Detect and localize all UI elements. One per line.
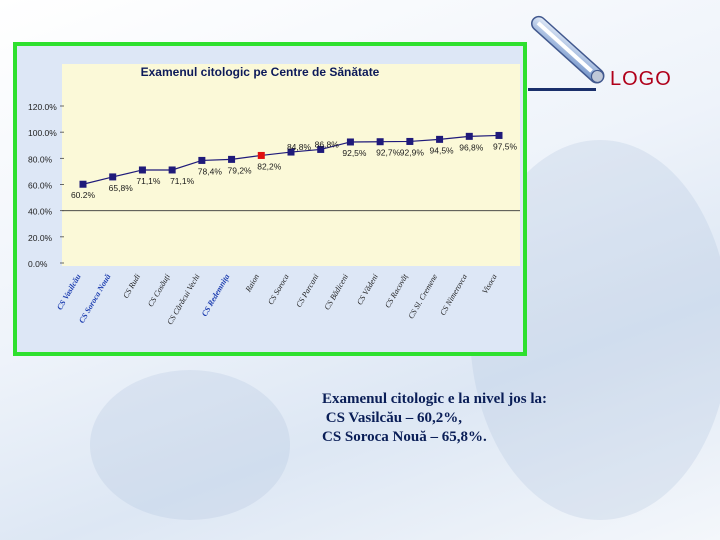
- data-label: 84,8%: [287, 142, 312, 152]
- x-category-label: CS Vădeni: [355, 273, 380, 307]
- data-point: [79, 180, 87, 188]
- y-tick-label: 20.0%: [28, 233, 53, 243]
- y-tick-label: 100.0%: [28, 128, 57, 138]
- data-label: 97,5%: [493, 141, 518, 151]
- x-category-label: CS Nimerovca: [438, 273, 469, 317]
- caption: Examenul citologic e la nivel jos la: CS…: [322, 390, 702, 447]
- data-point: [495, 131, 503, 139]
- x-category-label: CS Redemnița: [200, 273, 231, 319]
- y-tick-label: 0.0%: [28, 259, 48, 269]
- data-label: 94,5%: [430, 145, 455, 155]
- data-label: 78,4%: [198, 166, 223, 176]
- x-category-label: CS Sl. Cremene: [406, 272, 439, 320]
- data-point: [257, 151, 265, 159]
- data-point: [346, 138, 354, 146]
- background-shape: [90, 370, 290, 520]
- x-category-label: CS Bădiceni: [322, 273, 350, 312]
- data-point: [138, 166, 146, 174]
- data-label: 79,2%: [228, 165, 253, 175]
- x-category-label: CS Rudi: [121, 273, 142, 300]
- x-category-label: CS Parcani: [294, 273, 320, 309]
- data-label: 96,8%: [459, 142, 484, 152]
- caption-line-2: CS Vasilcău – 60,2%,: [322, 410, 463, 426]
- x-category-label: CS Soroca: [266, 273, 291, 307]
- data-point: [228, 155, 236, 163]
- chart-title: Examenul citologic pe Centre de Sănătate: [141, 65, 380, 79]
- line-chart: Examenul citologic pe Centre de Sănătate…: [28, 64, 520, 327]
- data-label: 71,1%: [136, 176, 161, 186]
- caption-line-1: Examenul citologic e la nivel jos la:: [322, 391, 547, 407]
- data-point: [109, 173, 117, 181]
- data-point: [406, 137, 414, 145]
- x-category-label: CS Soroca Nouă: [77, 273, 112, 325]
- data-label: 86.8%: [315, 139, 340, 149]
- chart-frame: Examenul citologic pe Centre de Sănătate…: [13, 42, 527, 356]
- data-point: [465, 132, 473, 140]
- data-point: [198, 156, 206, 164]
- data-point: [436, 135, 444, 143]
- y-tick-label: 120.0%: [28, 102, 57, 112]
- y-tick-label: 80.0%: [28, 154, 53, 164]
- y-tick-label: 40.0%: [28, 207, 53, 217]
- x-category-label: CS Vasilcău: [55, 272, 83, 311]
- x-category-label: CS Cărăcui Vechi: [165, 273, 201, 327]
- x-category-label: CS Racovăț: [383, 272, 410, 310]
- logo-underline: [528, 88, 596, 91]
- data-point: [287, 148, 295, 156]
- plot-area: [62, 64, 520, 266]
- data-label: 65,8%: [109, 183, 134, 193]
- x-category-label: Raion: [243, 273, 261, 295]
- data-label: 92,5%: [342, 148, 367, 158]
- data-label: 71,1%: [170, 176, 195, 186]
- data-point: [317, 145, 325, 153]
- data-label: 92,7%: [376, 148, 401, 158]
- data-label: 60.2%: [71, 190, 96, 200]
- logo: LOGO: [610, 68, 672, 90]
- data-point: [168, 166, 176, 174]
- data-label: 92,9%: [400, 147, 425, 157]
- data-point: [376, 138, 384, 146]
- thermometer-icon: [531, 15, 605, 84]
- data-label: 82,2%: [257, 161, 282, 171]
- x-category-label: CS Cosăuți: [146, 273, 172, 309]
- y-tick-label: 60.0%: [28, 181, 53, 191]
- caption-line-3: CS Soroca Nouă – 65,8%.: [322, 429, 487, 445]
- x-category-label: Visoca: [480, 273, 498, 296]
